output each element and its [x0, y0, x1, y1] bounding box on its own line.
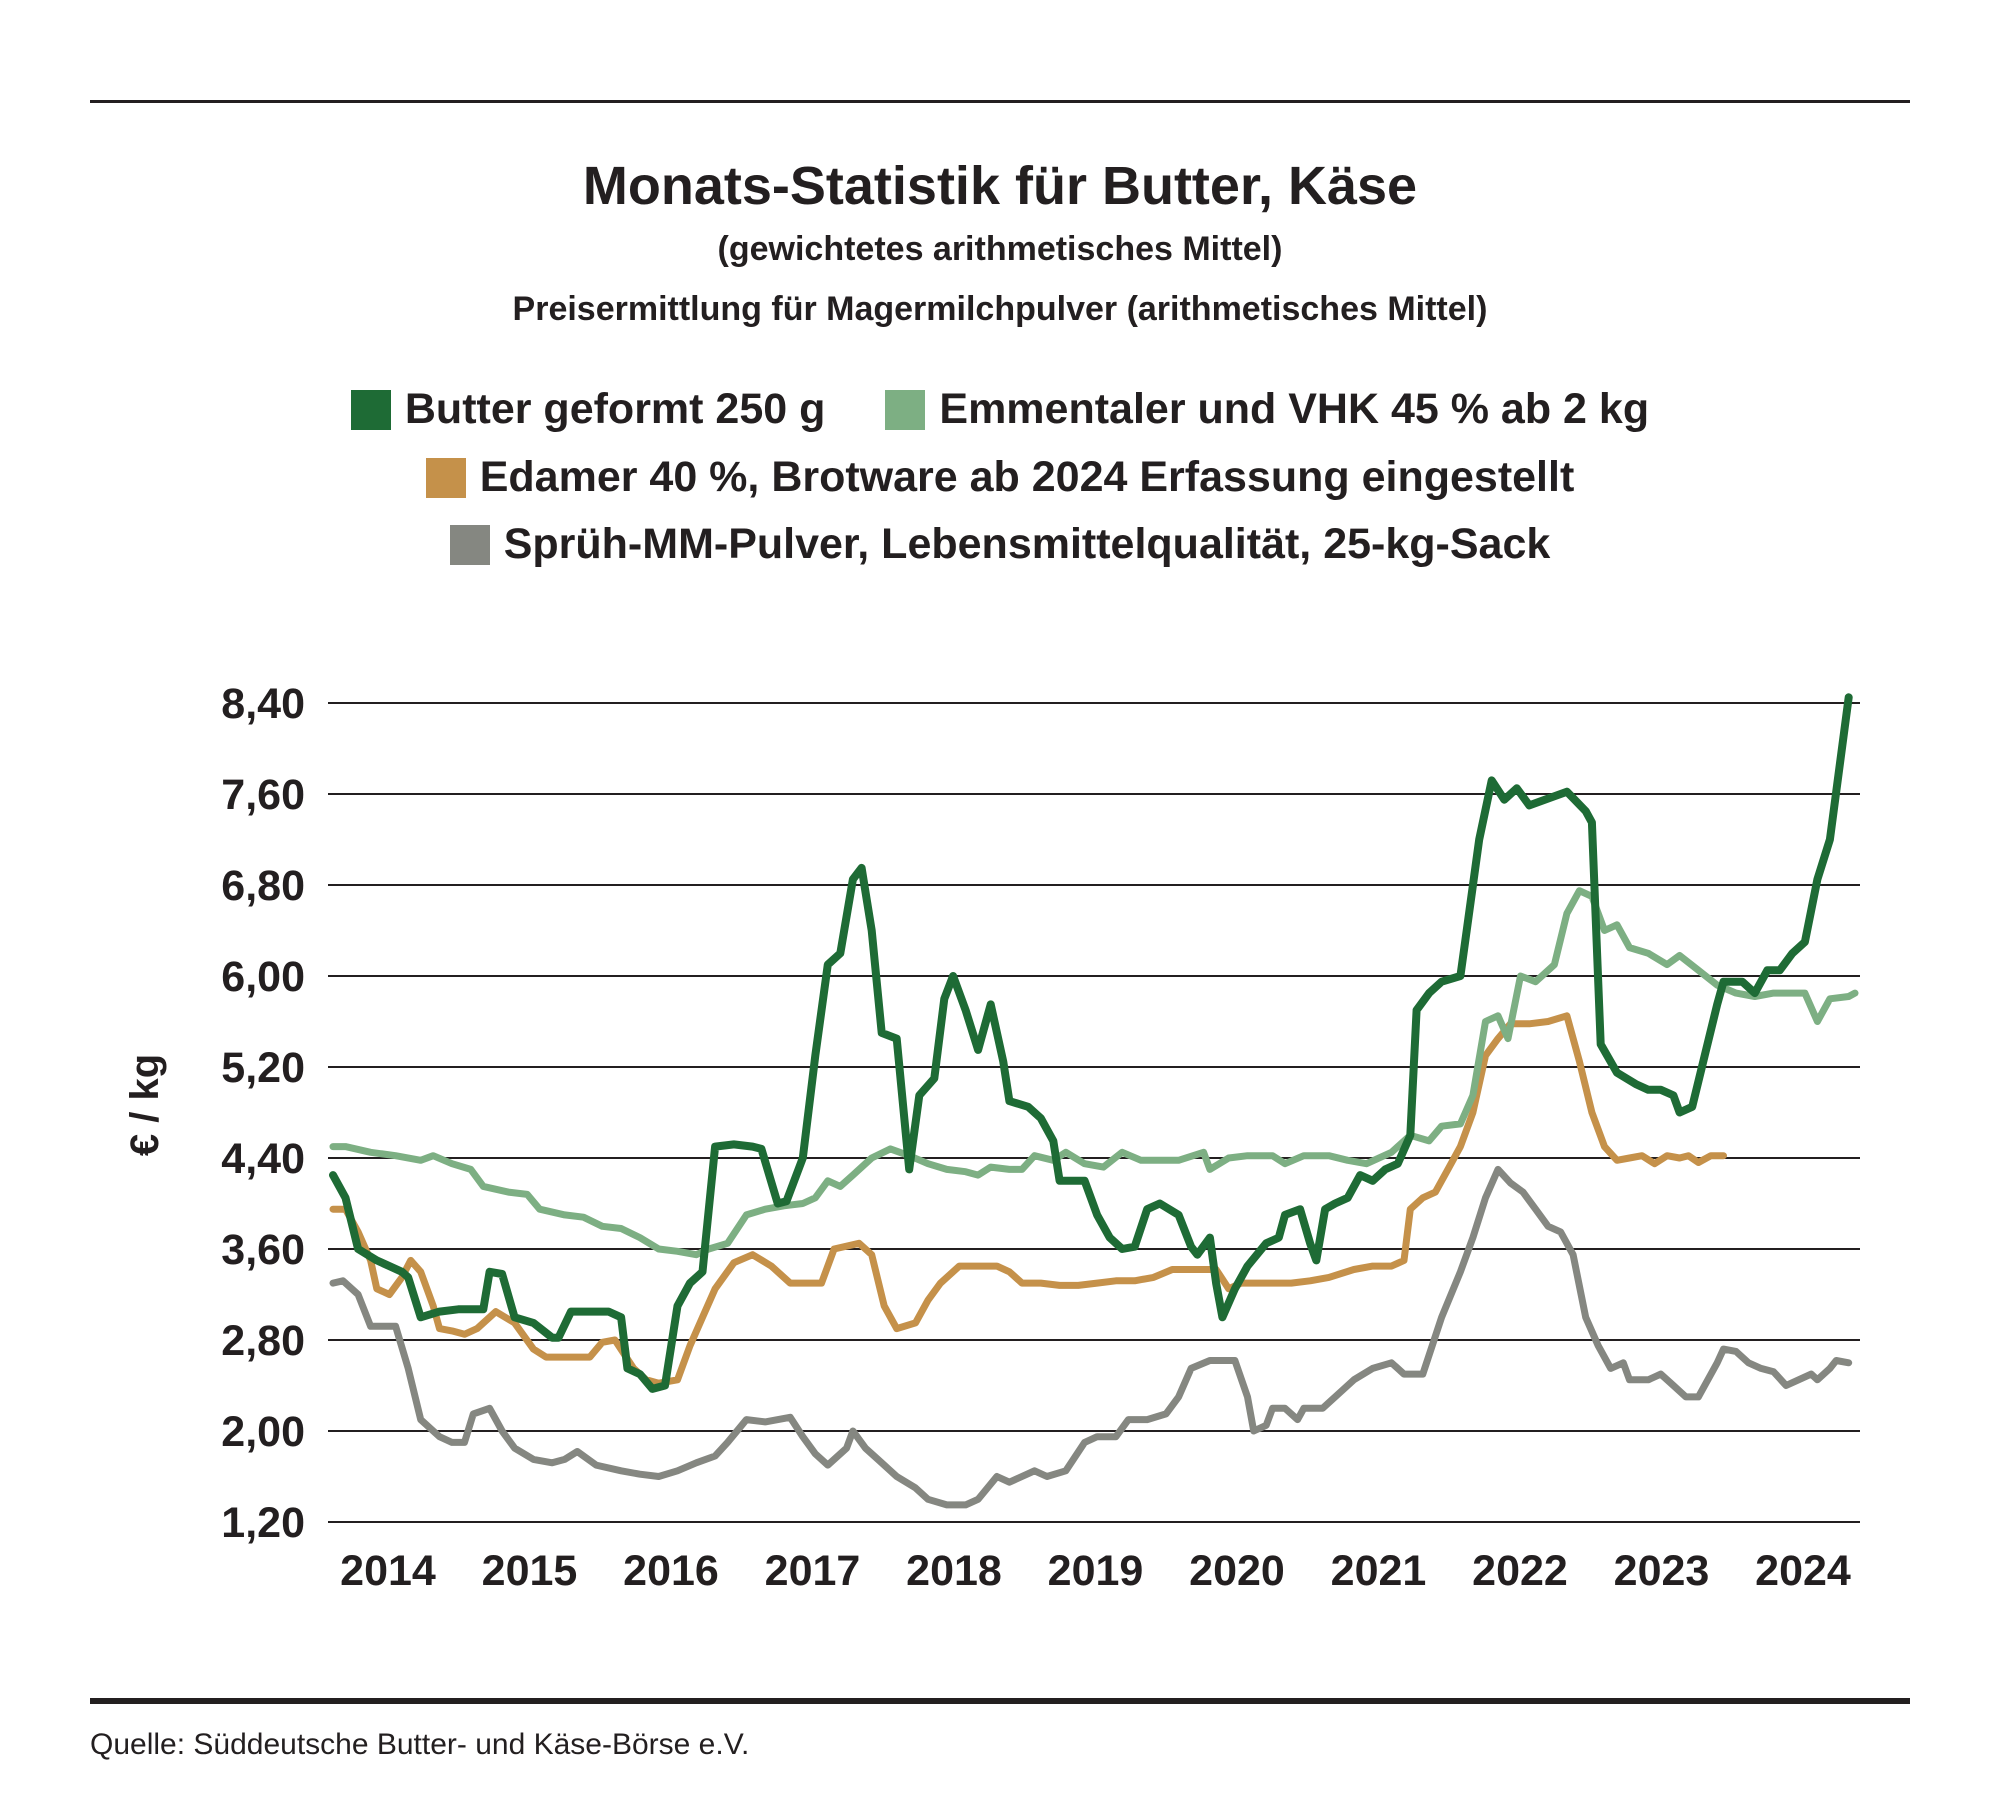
legend-label-mm-pulver: Sprüh-MM-Pulver, Lebensmittelqualität, 2… [503, 520, 1551, 568]
x-tick-label: 2018 [906, 1547, 1002, 1595]
x-tick-label: 2020 [1189, 1547, 1285, 1595]
gridlines [328, 702, 1860, 1523]
x-tick-label: 2021 [1331, 1547, 1427, 1595]
series-line-0 [329, 693, 1853, 1393]
y-tick-label: 8,40 [221, 680, 305, 728]
series-lines [329, 693, 1859, 1509]
legend-swatch-butter [350, 389, 391, 430]
legend-label-edamer: Edamer 40 %, Brotware ab 2024 Erfassung … [479, 453, 1575, 501]
y-tick-label: 6,80 [221, 862, 305, 910]
legend-item-emmentaler: Emmentaler und VHK 45 % ab 2 kg [885, 385, 1649, 434]
chart-subtitle-2: Preisermittlung für Magermilchpulver (ar… [512, 290, 1488, 328]
x-tick-label: 2015 [482, 1547, 578, 1595]
series-line-3 [329, 1165, 1853, 1509]
x-tick-label: 2023 [1614, 1547, 1710, 1595]
legend-item-butter: Butter geformt 250 g [350, 385, 826, 434]
x-tick-label: 2024 [1755, 1547, 1851, 1595]
legend-swatch-mm-pulver [449, 524, 490, 565]
y-tick-label: 6,00 [221, 953, 305, 1001]
y-tick-label: 5,20 [221, 1044, 305, 1092]
y-tick-label: 1,20 [221, 1499, 305, 1547]
legend-item-mm-pulver: Sprüh-MM-Pulver, Lebensmittelqualität, 2… [449, 520, 1551, 569]
legend-row-2: Edamer 40 %, Brotware ab 2024 Erfassung … [0, 453, 2000, 502]
legend-label-butter: Butter geformt 250 g [404, 385, 826, 433]
series-line-1 [329, 887, 1859, 1259]
bottom-rule [90, 1698, 1910, 1704]
chart-subtitle-1: (gewichtetes arithmetisches Mittel) [717, 230, 1283, 268]
y-axis-label: € / kg [123, 1054, 167, 1156]
y-axis-ticks: 8,40 7,60 6,80 6,00 5,20 4,40 3,60 2,80 2,00 1,20 [221, 680, 305, 1547]
x-tick-label: 2019 [1048, 1547, 1144, 1595]
x-tick-label: 2017 [765, 1547, 861, 1595]
top-rule [90, 100, 1910, 103]
x-axis-ticks: 2014 2015 2016 2017 2018 2019 2020 2021 2022 2023… [340, 1547, 1851, 1595]
legend-row-1: Butter geformt 250 g Emmentaler und VHK … [0, 385, 2000, 434]
source-note: Quelle: Süddeutsche Butter- und Käse-Bör… [90, 1728, 750, 1761]
y-tick-label: 3,60 [221, 1226, 305, 1274]
x-tick-label: 2022 [1472, 1547, 1568, 1595]
x-tick-label: 2014 [340, 1547, 436, 1595]
legend-swatch-edamer [425, 457, 466, 498]
y-tick-label: 7,60 [221, 771, 305, 819]
x-tick-label: 2016 [623, 1547, 719, 1595]
legend-item-edamer: Edamer 40 %, Brotware ab 2024 Erfassung … [425, 453, 1575, 502]
legend-swatch-emmentaler [885, 389, 926, 430]
y-tick-label: 2,00 [221, 1408, 305, 1456]
legend-row-3: Sprüh-MM-Pulver, Lebensmittelqualität, 2… [0, 520, 2000, 569]
chart-title: Monats-Statistik für Butter, Käse [582, 156, 1418, 216]
y-tick-label: 4,40 [221, 1135, 305, 1183]
legend-label-emmentaler: Emmentaler und VHK 45 % ab 2 kg [939, 385, 1650, 433]
y-tick-label: 2,80 [221, 1317, 305, 1365]
